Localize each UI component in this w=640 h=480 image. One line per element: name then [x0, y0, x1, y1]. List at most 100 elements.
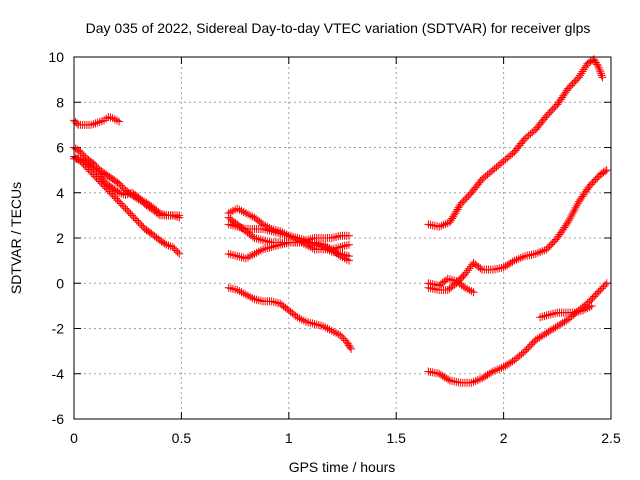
- data-point: [594, 62, 603, 71]
- y-axis-label: SDTVAR / TECUs: [8, 182, 24, 294]
- data-point: [111, 194, 120, 203]
- data-point: [243, 291, 252, 300]
- data-point: [121, 191, 130, 200]
- data-point: [76, 148, 85, 157]
- data-point: [329, 327, 338, 336]
- data-point: [116, 181, 125, 190]
- data-point: [121, 204, 130, 213]
- data-point: [224, 283, 233, 292]
- data-point: [475, 375, 484, 384]
- data-point: [306, 243, 315, 252]
- x-axis-label: GPS time / hours: [289, 459, 396, 475]
- data-point: [276, 229, 285, 238]
- data-point: [327, 245, 336, 254]
- data-point: [453, 205, 462, 214]
- data-point: [239, 224, 248, 233]
- series-arc-mid-4: [224, 220, 353, 254]
- data-point: [233, 222, 242, 231]
- data-point: [591, 58, 600, 67]
- data-point: [278, 230, 287, 239]
- data-point: [450, 210, 459, 219]
- data-point: [226, 250, 235, 259]
- data-point: [254, 296, 263, 305]
- data-point: [107, 189, 116, 198]
- data-point: [436, 370, 445, 379]
- data-point: [276, 240, 285, 249]
- y-tick-label: -2: [52, 321, 65, 337]
- data-point: [104, 112, 113, 121]
- data-point: [491, 366, 500, 375]
- data-point: [233, 286, 242, 295]
- data-point: [118, 201, 127, 210]
- data-point: [593, 60, 602, 69]
- data-point: [299, 239, 308, 248]
- data-point: [295, 314, 304, 323]
- series-arc-mid-3: [224, 231, 353, 263]
- data-point: [228, 250, 237, 259]
- data-point: [439, 220, 448, 229]
- data-point: [448, 275, 457, 284]
- data-point: [248, 293, 257, 302]
- data-point: [467, 287, 476, 296]
- data-point: [226, 207, 235, 216]
- data-point: [93, 118, 102, 127]
- data-point: [504, 359, 513, 368]
- data-point: [126, 209, 135, 218]
- data-point: [97, 179, 106, 188]
- x-tick-label: 1: [285, 430, 293, 446]
- data-point: [597, 284, 606, 293]
- data-point: [595, 65, 604, 74]
- data-point: [536, 313, 545, 322]
- data-point: [265, 226, 274, 235]
- data-point: [259, 245, 268, 254]
- data-point: [297, 238, 306, 247]
- data-point: [301, 317, 310, 326]
- data-point: [297, 315, 306, 324]
- data-point: [250, 234, 259, 242]
- data-point: [134, 218, 143, 227]
- data-point: [293, 236, 302, 245]
- data-point: [233, 204, 242, 213]
- data-point: [263, 226, 272, 235]
- data-point: [306, 235, 315, 244]
- data-point: [512, 255, 521, 264]
- data-point: [308, 244, 317, 253]
- data-point: [536, 248, 545, 257]
- data-point: [256, 246, 265, 255]
- data-point: [598, 73, 607, 82]
- data-point: [263, 237, 272, 246]
- data-point: [340, 241, 349, 250]
- data-point: [450, 276, 459, 285]
- data-point: [514, 254, 523, 263]
- data-point: [108, 191, 117, 200]
- data-point: [116, 199, 125, 208]
- data-point: [308, 319, 317, 328]
- data-point: [569, 207, 578, 216]
- data-point: [504, 260, 513, 269]
- chart-title: Day 035 of 2022, Sidereal Day-to-day VTE…: [86, 20, 591, 36]
- data-point: [327, 234, 336, 242]
- data-point: [92, 174, 101, 183]
- data-point: [602, 166, 611, 175]
- data-point: [558, 318, 567, 327]
- data-point: [256, 235, 265, 244]
- data-point: [84, 165, 93, 174]
- data-point: [269, 227, 278, 236]
- data-point: [97, 117, 106, 126]
- data-point: [579, 306, 588, 315]
- data-point: [231, 251, 240, 260]
- data-point: [314, 321, 323, 330]
- data-point: [590, 56, 599, 65]
- data-point: [267, 243, 276, 252]
- data-point: [325, 325, 334, 334]
- data-point: [228, 221, 237, 230]
- data-point: [518, 253, 527, 262]
- data-point: [282, 239, 291, 248]
- series-arc-late-2: [424, 166, 611, 295]
- data-point: [334, 232, 343, 241]
- data-point: [549, 309, 558, 318]
- data-point: [533, 248, 542, 257]
- y-tick-label: 8: [56, 94, 64, 110]
- data-point: [100, 182, 109, 191]
- data-point: [602, 279, 611, 288]
